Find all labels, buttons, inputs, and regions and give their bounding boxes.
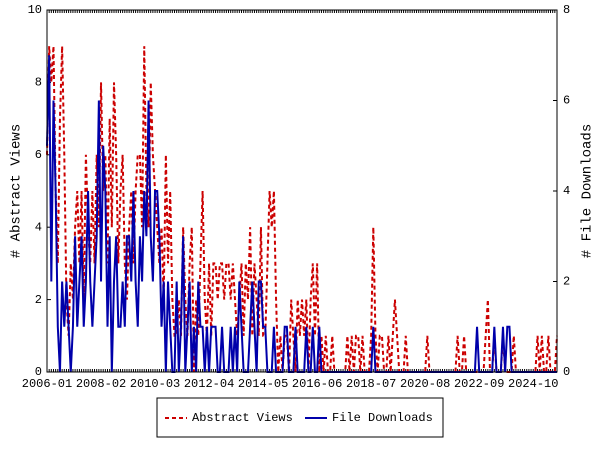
x-tick-label: 2016-06 (292, 377, 342, 391)
y2-tick-label: 2 (563, 275, 570, 289)
y2-tick-label: 4 (563, 184, 570, 198)
x-tick-label: 2012-04 (184, 377, 234, 391)
legend-box (156, 397, 444, 438)
y-tick-label: 2 (35, 293, 42, 307)
y-tick-label: 10 (28, 3, 42, 17)
y2-tick-label: 8 (563, 3, 570, 17)
x-tick-label: 2010-03 (130, 377, 180, 391)
y2-tick-label: 6 (563, 94, 570, 108)
y-tick-label: 6 (35, 148, 42, 162)
plot-frame (46, 9, 558, 373)
x-tick-label: 2020-08 (400, 377, 450, 391)
x-tick-label: 2006-01 (22, 377, 72, 391)
y-tick-label: 8 (35, 76, 42, 90)
x-tick-label: 2024-10 (508, 377, 558, 391)
legend-label: Abstract Views (192, 411, 293, 425)
y-tick-label: 4 (35, 220, 42, 234)
y-axis-title: # Abstract Views (9, 124, 25, 258)
x-tick-label: 2022-09 (454, 377, 504, 391)
y-tick-label: 0 (35, 365, 42, 379)
legend-label: File Downloads (332, 411, 433, 425)
x-tick-label: 2018-07 (346, 377, 396, 391)
y2-tick-label: 0 (563, 365, 570, 379)
y2-axis-title: # File Downloads (580, 124, 596, 258)
x-tick-label: 2014-05 (238, 377, 288, 391)
x-tick-label: 2008-02 (76, 377, 126, 391)
